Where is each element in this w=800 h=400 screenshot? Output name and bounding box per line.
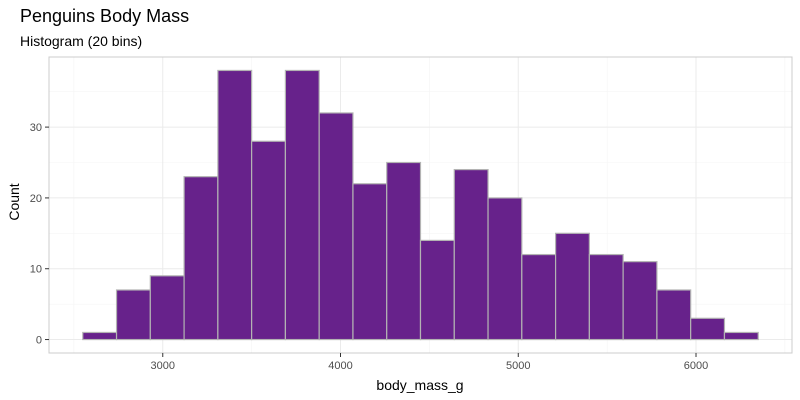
histogram-bar bbox=[386, 161, 422, 341]
histogram-bar bbox=[284, 69, 320, 341]
x-axis-ticks: 3000 4000 5000 6000 bbox=[151, 353, 708, 372]
histogram-bar bbox=[149, 275, 185, 341]
histogram-bar bbox=[318, 112, 354, 341]
panel-border bbox=[48, 56, 793, 354]
histogram-bar bbox=[251, 140, 287, 341]
x-tick-label: 4000 bbox=[328, 360, 352, 372]
histogram-bar bbox=[521, 253, 557, 341]
y-axis-title: Count bbox=[6, 183, 22, 220]
histogram-bar bbox=[723, 331, 759, 341]
chart-subtitle: Histogram (20 bins) bbox=[20, 33, 142, 49]
y-tick-label: 20 bbox=[30, 193, 42, 205]
histogram-bar bbox=[487, 197, 523, 341]
histogram-bar bbox=[622, 261, 658, 341]
histogram-bar bbox=[554, 232, 590, 341]
histogram-bar bbox=[419, 239, 455, 341]
histogram-bars bbox=[82, 69, 759, 341]
y-tick-label: 0 bbox=[36, 335, 42, 347]
histogram-bar bbox=[453, 168, 489, 341]
x-tick-label: 6000 bbox=[684, 360, 708, 372]
x-tick-label: 3000 bbox=[151, 360, 175, 372]
y-axis-ticks: 0 10 20 30 bbox=[30, 122, 49, 347]
x-tick-label: 5000 bbox=[506, 360, 530, 372]
histogram-bar bbox=[82, 331, 118, 341]
y-tick-label: 10 bbox=[30, 264, 42, 276]
histogram-bar bbox=[352, 183, 388, 341]
histogram-bar bbox=[183, 176, 219, 341]
chart-title: Penguins Body Mass bbox=[20, 6, 189, 26]
x-axis-title: body_mass_g bbox=[376, 377, 463, 393]
y-tick-label: 30 bbox=[30, 122, 42, 134]
histogram-bar bbox=[588, 253, 624, 341]
histogram-bar bbox=[217, 69, 253, 341]
histogram-bar bbox=[115, 289, 151, 341]
histogram-bar bbox=[690, 317, 726, 341]
histogram-bar bbox=[656, 289, 692, 341]
